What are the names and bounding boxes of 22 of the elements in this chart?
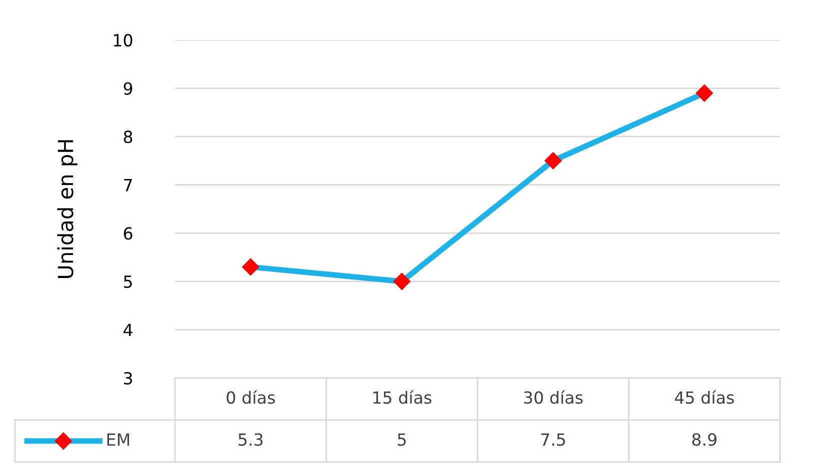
- y-tick-label: 9: [124, 82, 132, 95]
- y-tick-label: 3: [124, 372, 132, 385]
- y-tick-label: 5: [124, 276, 132, 288]
- point: [242, 258, 260, 276]
- y-axis-title: Unidad en pH: [57, 140, 78, 278]
- x-tick-label: 30 días: [524, 390, 583, 404]
- y-tick-label: 8: [124, 130, 132, 144]
- y-tick-label: 6: [124, 227, 132, 240]
- point: [544, 152, 562, 170]
- y-tick-label: 7: [124, 179, 132, 192]
- point: [696, 84, 713, 102]
- point: [393, 272, 410, 290]
- legend-label: EM: [107, 433, 130, 446]
- y-tick-label: 10: [114, 34, 132, 47]
- data-label: 5: [398, 433, 406, 446]
- data-label: 8.9: [692, 433, 716, 446]
- x-tick-label: 15 días: [373, 390, 432, 404]
- x-tick-label: 45 días: [674, 390, 734, 404]
- data-label: 7.5: [541, 433, 565, 446]
- x-tick-label: 0 días: [226, 390, 275, 404]
- data-label: 5.3: [238, 433, 263, 446]
- y-tick-label: 4: [124, 324, 132, 336]
